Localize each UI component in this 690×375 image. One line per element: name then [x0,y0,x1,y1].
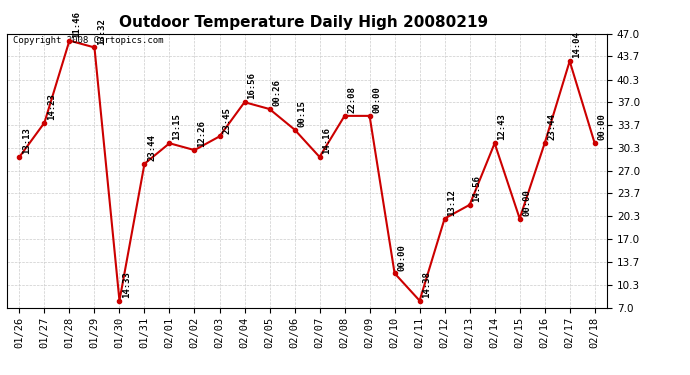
Text: 14:23: 14:23 [47,93,56,120]
Text: Outdoor Temperature Daily High 20080219: Outdoor Temperature Daily High 20080219 [119,15,488,30]
Text: 14:38: 14:38 [422,271,431,298]
Text: 16:56: 16:56 [247,72,256,99]
Text: 14:16: 14:16 [322,127,331,154]
Text: 00:00: 00:00 [397,244,406,270]
Text: 22:08: 22:08 [347,86,356,113]
Text: 12:26: 12:26 [197,120,206,147]
Text: 00:26: 00:26 [273,80,282,106]
Text: 14:04: 14:04 [573,32,582,58]
Text: 23:44: 23:44 [147,134,156,161]
Text: 11:46: 11:46 [72,11,81,38]
Text: 00:00: 00:00 [373,86,382,113]
Text: 23:44: 23:44 [547,114,556,141]
Text: 00:00: 00:00 [598,114,607,141]
Text: 14:33: 14:33 [122,271,131,298]
Text: 13:32: 13:32 [97,18,106,45]
Text: 00:15: 00:15 [297,100,306,127]
Text: 23:45: 23:45 [222,107,231,134]
Text: 14:56: 14:56 [473,175,482,202]
Text: 00:00: 00:00 [522,189,531,216]
Text: Copyright 2008 Cartopics.com: Copyright 2008 Cartopics.com [13,36,164,45]
Text: 12:43: 12:43 [497,114,506,141]
Text: 13:13: 13:13 [22,127,31,154]
Text: 13:12: 13:12 [447,189,456,216]
Text: 13:15: 13:15 [172,114,181,141]
